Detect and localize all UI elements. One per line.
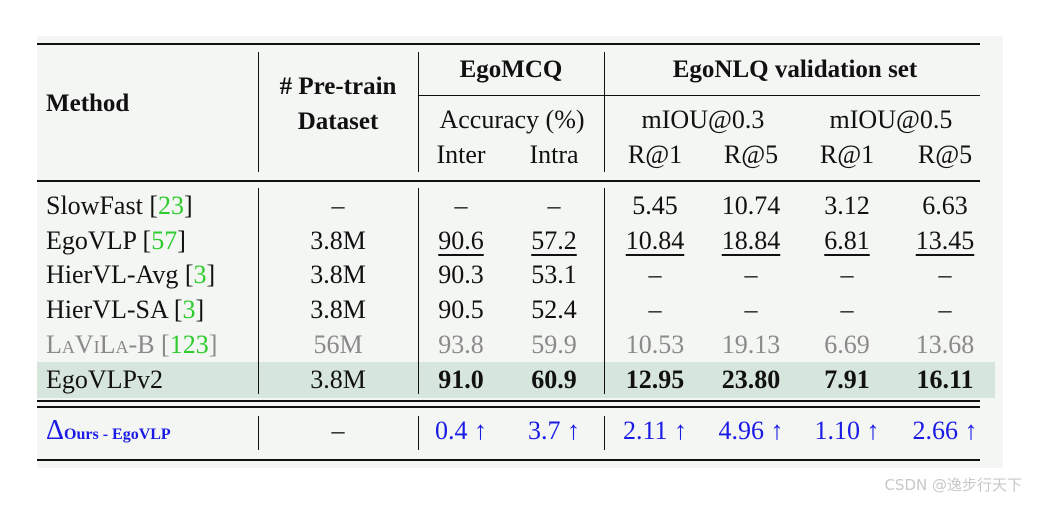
cell-r1-a: – [648, 260, 662, 289]
delta-top-rule-double [37, 406, 980, 408]
cell-r1-b: 6.81 [824, 226, 870, 255]
delta-r5-b: 2.66 ↑ [912, 416, 978, 445]
header-accuracy: Accuracy (%) [439, 105, 585, 134]
header-method: Method [46, 90, 130, 117]
cell-r5-b: 13.68 [915, 330, 975, 359]
cell-r5-a: 10.74 [721, 191, 781, 220]
cell-r1-b: – [840, 260, 854, 289]
header-rule [37, 180, 980, 182]
top-rule [37, 43, 980, 45]
cell-r5-b: 6.63 [922, 191, 968, 220]
header-r1-b: R@1 [819, 140, 875, 169]
watermark: CSDN @逸步行天下 [884, 476, 1022, 494]
header-r1-a: R@1 [627, 140, 683, 169]
table-row-method: SlowFast [23] [46, 191, 193, 220]
cell-r5-a: – [744, 260, 758, 289]
cell-r1-a: – [648, 295, 662, 324]
delta-r5-a: 4.96 ↑ [718, 416, 784, 445]
header-egonlq: EgoNLQ validation set [672, 56, 918, 83]
cell-intra: – [547, 191, 561, 220]
header-miou05: mIOU@0.5 [829, 105, 953, 134]
vline [258, 52, 259, 172]
delta-r1-a: 2.11 ↑ [622, 416, 688, 445]
cell-r5-b: 13.45 [915, 226, 975, 255]
cell-inter: 90.5 [438, 295, 484, 324]
cell-inter: 90.6 [438, 226, 484, 255]
vline [418, 52, 419, 172]
cell-r1-b: 6.69 [824, 330, 870, 359]
table-row-method: HierVL-SA [3] [46, 295, 205, 324]
delta-intra: 3.7 ↑ [528, 416, 580, 445]
delta-inter: 0.4 ↑ [435, 416, 487, 445]
cell-intra: 60.9 [531, 365, 577, 394]
cell-r1-b: 7.91 [824, 365, 870, 394]
header-pretrain: # Pre-train [279, 73, 397, 100]
cell-r5-a: 23.80 [721, 365, 781, 394]
cell-inter: 93.8 [438, 330, 484, 359]
header-r5-a: R@5 [723, 140, 779, 169]
cell-inter: – [454, 191, 468, 220]
vline [418, 188, 419, 394]
header-inter: Inter [436, 140, 486, 169]
cell-dataset: 3.8M [310, 226, 366, 255]
cell-r5-a: 18.84 [721, 226, 781, 255]
cell-inter: 91.0 [438, 365, 484, 394]
table-row-method: EgoVLP [57] [46, 226, 186, 255]
delta-label: ΔOurs - EgoVLP [46, 415, 171, 446]
header-r5-b: R@5 [917, 140, 973, 169]
cell-intra: 59.9 [531, 330, 577, 359]
cell-r5-a: – [744, 295, 758, 324]
vline [258, 188, 259, 394]
bottom-rule [37, 459, 980, 461]
cell-dataset: 56M [313, 330, 363, 359]
cell-r5-b: – [938, 295, 952, 324]
cell-r1-b: – [840, 295, 854, 324]
cell-inter: 90.3 [438, 260, 484, 289]
header-miou03: mIOU@0.3 [641, 105, 765, 134]
cell-dataset: – [331, 191, 345, 220]
table-row-method: LaViLa-B [123] [46, 330, 218, 359]
cell-r1-a: 12.95 [625, 365, 685, 394]
vline [604, 188, 605, 394]
vline [258, 416, 259, 450]
cell-r5-b: 16.11 [916, 365, 974, 394]
header-intra: Intra [529, 140, 579, 169]
highlight-row-egovlpv2 [37, 362, 995, 398]
delta-top-rule [37, 400, 980, 402]
cell-dataset: 3.8M [310, 295, 366, 324]
cell-intra: 52.4 [531, 295, 577, 324]
cell-r1-a: 5.45 [632, 191, 678, 220]
table-row-method: EgoVLPv2 [46, 365, 163, 394]
cell-r1-a: 10.53 [625, 330, 685, 359]
table-row-method: HierVL-Avg [3] [46, 260, 216, 289]
header-egomcq: EgoMCQ [459, 56, 563, 83]
cell-dataset: 3.8M [310, 365, 366, 394]
cell-r5-a: 19.13 [721, 330, 781, 359]
vline [418, 416, 419, 450]
delta-r1-b: 1.10 ↑ [814, 416, 880, 445]
cell-intra: 53.1 [531, 260, 577, 289]
cell-dataset: 3.8M [310, 260, 366, 289]
cell-r5-b: – [938, 260, 952, 289]
delta-dataset: – [331, 416, 345, 445]
vline [604, 416, 605, 450]
cell-r1-b: 3.12 [824, 191, 870, 220]
cell-r1-a: 10.84 [625, 226, 685, 255]
vline [604, 52, 605, 172]
cell-intra: 57.2 [531, 226, 577, 255]
group-rule [418, 95, 980, 96]
header-dataset: Dataset [297, 108, 379, 135]
